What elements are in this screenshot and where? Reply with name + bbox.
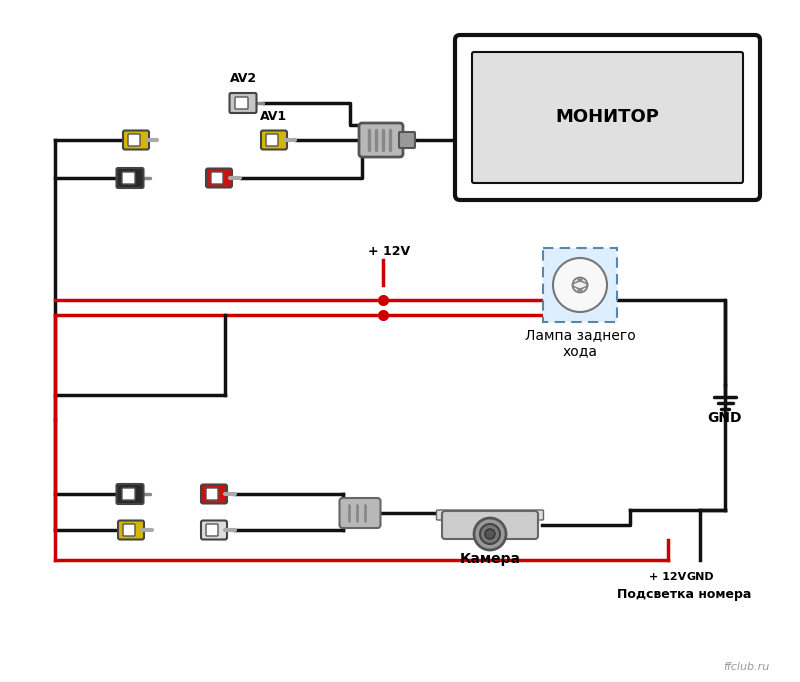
FancyBboxPatch shape [206,524,218,536]
Text: AV2: AV2 [230,72,257,85]
Text: GND: GND [708,411,742,425]
FancyBboxPatch shape [339,498,381,528]
FancyBboxPatch shape [472,52,743,183]
FancyBboxPatch shape [261,130,287,149]
Text: + 12V: + 12V [368,245,410,258]
Circle shape [553,258,607,312]
Circle shape [474,518,506,550]
FancyBboxPatch shape [128,134,140,146]
FancyBboxPatch shape [455,35,760,200]
FancyBboxPatch shape [437,510,543,520]
Text: GND: GND [686,572,714,582]
FancyBboxPatch shape [122,488,135,500]
Text: МОНИТОР: МОНИТОР [555,108,659,126]
FancyBboxPatch shape [442,511,538,539]
Text: Камера: Камера [459,552,521,566]
Text: + 12V: + 12V [650,572,686,582]
FancyBboxPatch shape [399,132,415,148]
FancyBboxPatch shape [118,520,144,539]
FancyBboxPatch shape [543,248,617,322]
Circle shape [573,278,587,293]
Text: Лампа заднего
хода: Лампа заднего хода [525,328,635,358]
FancyBboxPatch shape [206,168,232,188]
FancyBboxPatch shape [122,172,135,184]
Text: AV1: AV1 [261,110,287,123]
Circle shape [485,529,495,539]
FancyBboxPatch shape [117,484,143,504]
FancyBboxPatch shape [117,168,143,188]
FancyBboxPatch shape [266,134,278,146]
FancyBboxPatch shape [201,484,227,503]
FancyBboxPatch shape [123,524,135,536]
Circle shape [480,524,500,544]
Text: ffclub.ru: ffclub.ru [724,662,770,672]
FancyBboxPatch shape [230,93,257,113]
FancyBboxPatch shape [235,97,248,109]
FancyBboxPatch shape [206,488,218,500]
FancyBboxPatch shape [211,172,223,184]
FancyBboxPatch shape [359,123,403,157]
FancyBboxPatch shape [123,130,149,149]
FancyBboxPatch shape [201,520,227,539]
Text: Подсветка номера: Подсветка номера [617,588,751,601]
